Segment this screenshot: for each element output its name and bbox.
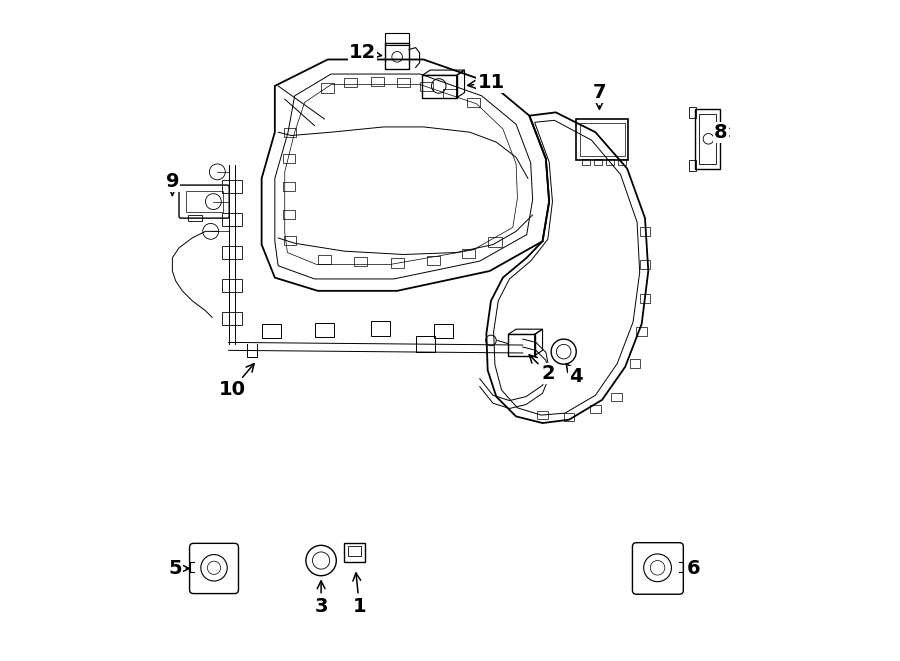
Bar [344,543,365,562]
Bar [580,123,625,156]
Bar [371,77,384,86]
Bar [582,159,590,165]
Bar [563,413,574,421]
Bar [315,323,334,337]
Text: 4: 4 [566,364,582,386]
Bar [391,258,404,268]
Bar [284,128,296,137]
Bar [372,321,390,336]
Bar [222,180,242,193]
Bar [434,324,453,338]
Bar [636,327,647,336]
Text: 1: 1 [353,573,366,615]
Bar [321,83,334,93]
Bar [508,334,535,356]
Bar [640,227,651,236]
Bar [344,78,357,87]
Bar [347,546,361,556]
Bar [222,279,242,292]
Bar [397,78,410,87]
Bar [355,257,367,266]
Bar [618,159,626,165]
Bar [689,160,696,171]
Text: 6: 6 [687,559,700,578]
Bar [284,236,296,245]
Bar [466,98,480,107]
Bar [606,159,614,165]
Bar [222,213,242,226]
Text: 11: 11 [468,73,505,92]
Bar [444,89,456,98]
Bar [420,82,434,91]
Bar [590,405,600,413]
Text: 8: 8 [715,123,729,141]
Text: 9: 9 [166,173,179,196]
Text: 7: 7 [592,83,606,109]
Bar [640,260,651,269]
Bar [640,294,651,303]
Bar [284,154,295,163]
Bar [427,256,440,265]
Bar [630,359,641,368]
Bar [222,312,242,325]
Bar [422,75,456,98]
Bar [689,107,696,118]
Text: 12: 12 [349,44,382,62]
Text: 2: 2 [529,355,554,383]
Bar [576,119,628,160]
Bar [385,33,409,45]
Text: 5: 5 [169,559,189,578]
Bar [611,393,622,401]
Bar [262,324,281,338]
Bar [284,182,295,191]
Bar [284,210,295,219]
Text: 3: 3 [314,581,328,615]
Bar [537,411,548,419]
Bar [695,109,720,169]
Bar [594,159,602,165]
Text: 10: 10 [219,364,254,399]
Bar [318,255,331,264]
Bar [185,191,222,212]
Bar [462,249,475,258]
Bar [416,336,436,352]
Bar [385,43,409,69]
Bar [222,246,242,259]
Bar [187,215,202,221]
Bar [489,237,501,247]
Bar [698,114,716,164]
